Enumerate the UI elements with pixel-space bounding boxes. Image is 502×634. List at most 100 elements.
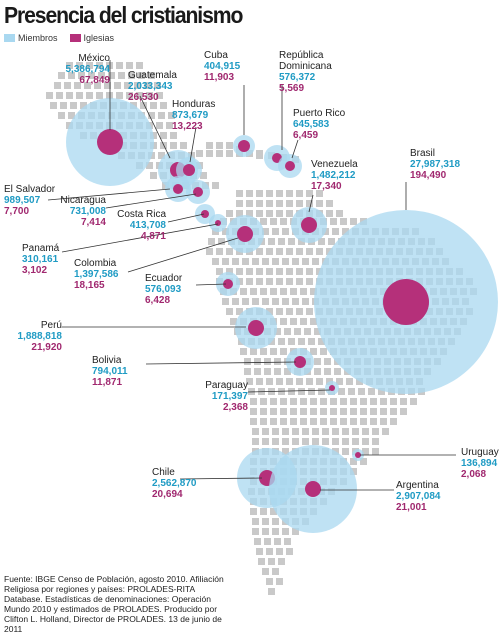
land-square (400, 398, 407, 405)
land-square (126, 62, 133, 69)
land-square (256, 268, 263, 275)
land-square (280, 398, 287, 405)
land-square (276, 578, 283, 585)
land-square (144, 82, 151, 89)
land-square (246, 378, 253, 385)
land-square (260, 418, 267, 425)
land-square (74, 82, 81, 89)
land-square (352, 438, 359, 445)
land-square (148, 72, 155, 79)
churches-bubble-el-salvador (173, 184, 183, 194)
land-square (76, 92, 83, 99)
land-square (306, 308, 313, 315)
land-square (58, 112, 65, 119)
land-square (312, 438, 319, 445)
land-square (116, 62, 123, 69)
land-square (266, 578, 273, 585)
label-guatemala: Guatemala 2,033,343 26,530 (128, 70, 177, 103)
land-square (296, 268, 303, 275)
land-square (254, 538, 261, 545)
land-square (114, 82, 121, 89)
land-square (282, 448, 289, 455)
land-square (212, 258, 219, 265)
leader-line (291, 139, 299, 159)
land-square (276, 378, 283, 385)
label-paraguay: Paraguay 171,397 2,368 (205, 380, 248, 413)
land-square (296, 248, 303, 255)
land-square (236, 210, 243, 217)
label-ecuador: Ecuador 576,093 6,428 (145, 273, 183, 306)
land-square (180, 142, 187, 149)
land-square (262, 298, 269, 305)
land-square (274, 358, 281, 365)
churches-bubble-per- (248, 320, 264, 336)
map-canvas (46, 60, 498, 595)
land-square (254, 368, 261, 375)
land-square (246, 278, 253, 285)
land-square (290, 418, 297, 425)
land-square (298, 238, 305, 245)
land-square (290, 288, 297, 295)
land-square (320, 418, 327, 425)
land-square (266, 190, 273, 197)
land-square (116, 92, 123, 99)
land-square (226, 268, 233, 275)
land-square (340, 418, 347, 425)
land-square (292, 258, 299, 265)
label-mexico: México 5,386,794 67,849 (65, 53, 111, 86)
land-square (310, 288, 317, 295)
land-square (390, 398, 397, 405)
land-square (270, 398, 277, 405)
land-square (276, 200, 283, 207)
land-square (148, 112, 155, 119)
land-square (306, 248, 313, 255)
land-square (118, 72, 125, 79)
land-square (310, 418, 317, 425)
land-square (288, 238, 295, 245)
land-square (256, 190, 263, 197)
land-square (308, 338, 315, 345)
label-argentina: Argentina 2,907,084 21,001 (396, 480, 441, 513)
land-square (262, 568, 269, 575)
land-square (106, 62, 113, 69)
land-square (50, 102, 57, 109)
churches-bubble-venezuela (301, 217, 317, 233)
land-square (286, 278, 293, 285)
churches-bubble-uruguay (355, 452, 361, 458)
land-square (300, 408, 307, 415)
land-square (158, 112, 165, 119)
land-square (264, 368, 271, 375)
land-square (312, 428, 319, 435)
land-square (306, 278, 313, 285)
land-square (286, 268, 293, 275)
land-square (326, 200, 333, 207)
land-square (160, 132, 167, 139)
island-square (216, 142, 223, 149)
land-square (316, 200, 323, 207)
land-square (166, 122, 173, 129)
land-square (288, 388, 295, 395)
land-square (306, 190, 313, 197)
land-square (266, 378, 273, 385)
land-square (80, 102, 87, 109)
land-square (296, 278, 303, 285)
land-square (348, 388, 355, 395)
land-square (310, 348, 317, 355)
land-square (268, 588, 275, 595)
land-square (280, 348, 287, 355)
land-square (372, 448, 379, 455)
land-square (286, 190, 293, 197)
leader-lines (47, 60, 456, 491)
island-square (206, 142, 213, 149)
churches-swatch (69, 34, 81, 42)
land-square (310, 398, 317, 405)
land-square (324, 358, 331, 365)
land-square (304, 328, 311, 335)
land-square (206, 150, 213, 157)
land-square (222, 298, 229, 305)
churches-bubble-nicaragua (193, 187, 203, 197)
label-honduras: Honduras 873,679 13,223 (172, 99, 216, 132)
land-square (68, 72, 75, 79)
label-colombia: Colombia 1,397,586 18,165 (74, 258, 119, 291)
land-square (262, 428, 269, 435)
